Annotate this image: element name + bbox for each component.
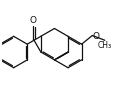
Text: O: O bbox=[93, 32, 100, 41]
Text: CH₃: CH₃ bbox=[98, 41, 112, 50]
Text: O: O bbox=[30, 16, 37, 25]
